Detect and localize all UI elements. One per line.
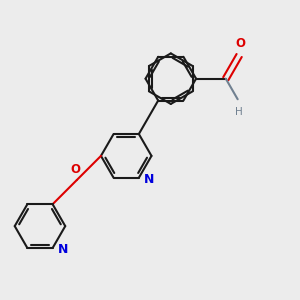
Text: O: O [236,37,246,50]
Text: N: N [144,173,154,186]
Text: N: N [58,243,68,256]
Text: H: H [235,107,243,117]
Text: O: O [70,163,80,176]
